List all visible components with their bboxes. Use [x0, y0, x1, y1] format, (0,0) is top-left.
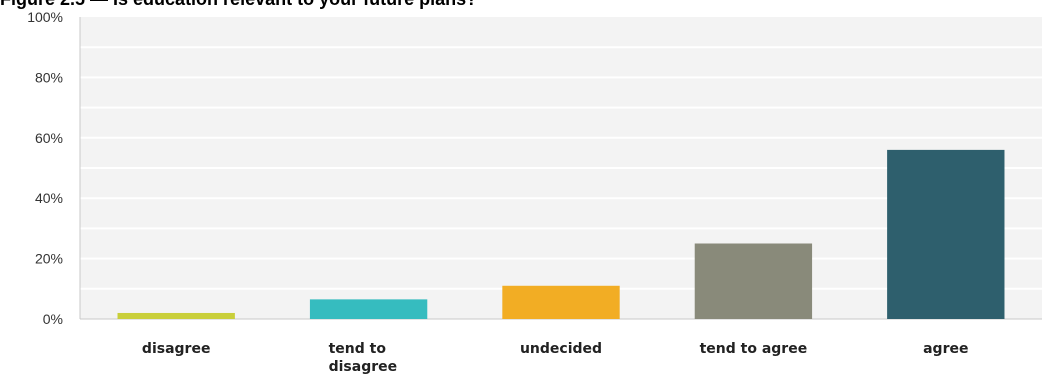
x-category-label: disagree: [142, 341, 211, 357]
y-tick-label: 20%: [35, 251, 63, 267]
bar: [502, 285, 620, 319]
bar: [694, 243, 813, 319]
gridlines: [80, 46, 1042, 290]
y-tick-label: 40%: [35, 190, 63, 206]
y-tick-label: 0%: [43, 311, 63, 327]
x-axis-category-labels: disagree tend to disagree undecided tend to …: [142, 341, 969, 374]
y-axis-tick-labels: 0% 20% 40% 60% 80% 100%: [27, 9, 63, 327]
y-tick-label: 60%: [35, 130, 63, 146]
x-category-label: tend to disagree: [329, 341, 398, 374]
bar: [117, 312, 235, 319]
x-category-label: undecided: [520, 341, 602, 357]
bars: [117, 149, 1005, 319]
bar: [309, 299, 428, 319]
y-tick-label: 80%: [35, 69, 63, 85]
y-tick-label: 100%: [27, 9, 63, 25]
x-category-label: agree: [923, 341, 968, 357]
x-category-label: tend to agree: [700, 341, 808, 357]
figure-title: Figure 2.5 — Is education relevant to yo…: [0, 0, 1046, 10]
bar: [887, 149, 1005, 319]
